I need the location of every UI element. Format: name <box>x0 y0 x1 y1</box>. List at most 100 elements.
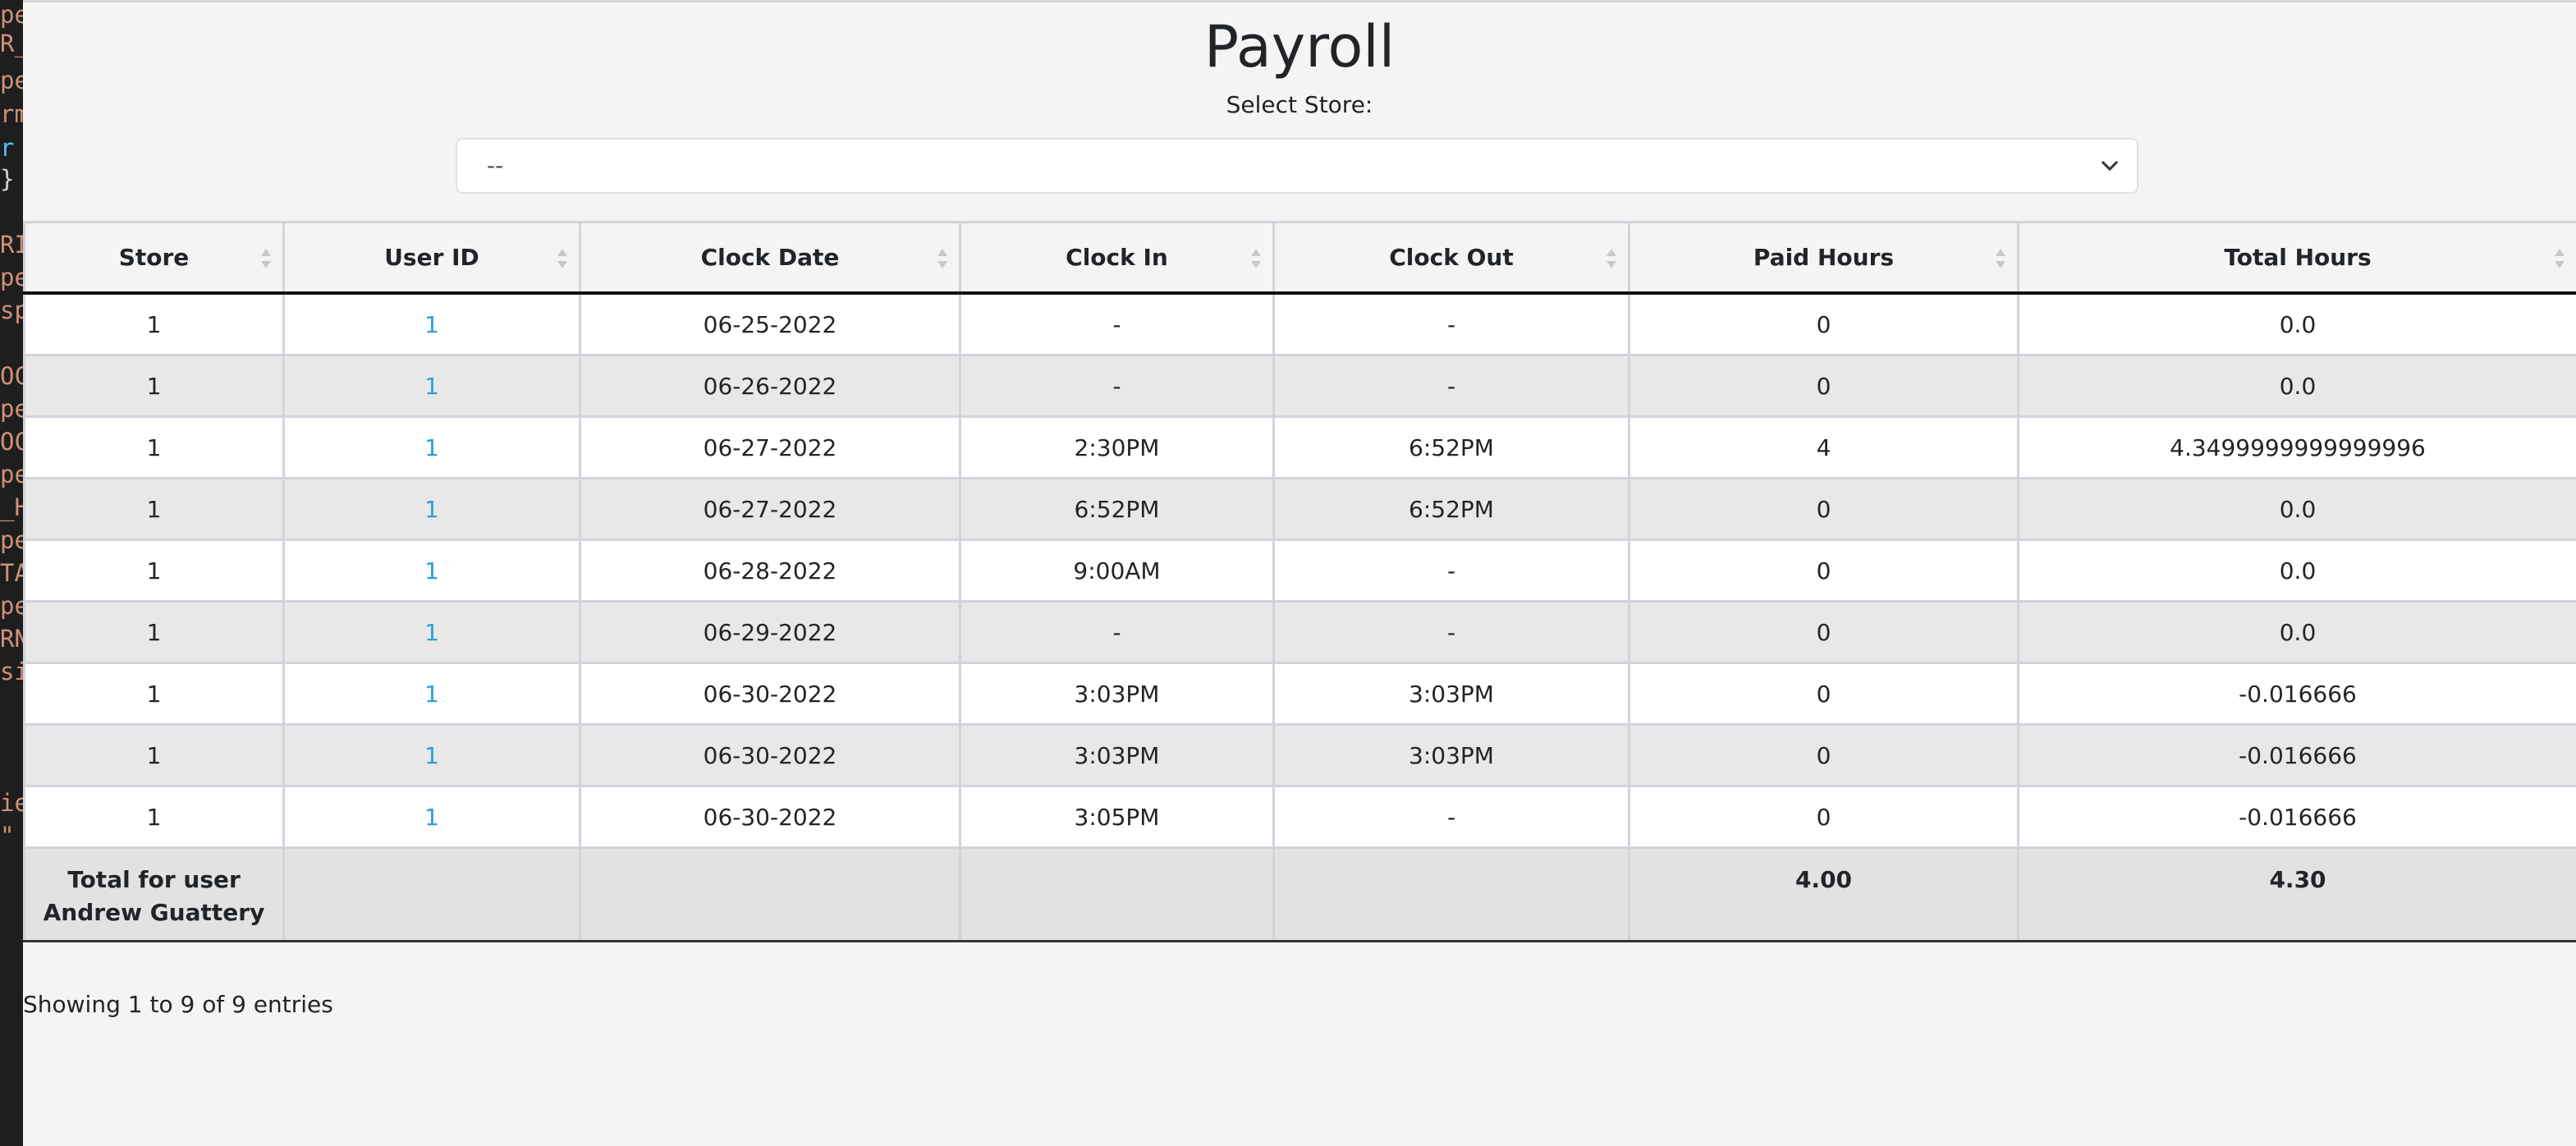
user-id-link[interactable]: 1 <box>424 310 439 338</box>
table-row: 1 1 06-30-2022 3:03PM 3:03PM 0 -0.016666 <box>23 662 2576 726</box>
column-header-label: Total Hours <box>2224 244 2372 271</box>
cell-total-hours: -0.016666 <box>2017 662 2576 726</box>
total-label-line1: Total for user <box>67 866 241 893</box>
table-header-row: Store User ID Clock Date Clock In Clock … <box>23 221 2576 295</box>
code-line: pe <box>0 66 23 94</box>
user-id-link[interactable]: 1 <box>424 680 439 708</box>
store-select[interactable]: -- <box>456 138 2138 194</box>
user-id-link[interactable]: 1 <box>424 741 439 769</box>
cell-clock-date: 06-30-2022 <box>579 723 961 787</box>
table-row: 1 1 06-30-2022 3:03PM 3:03PM 0 -0.016666 <box>23 723 2576 787</box>
cell-clock-date: 06-30-2022 <box>579 785 961 849</box>
column-header-clock-out[interactable]: Clock Out <box>1272 221 1630 295</box>
code-line: OC <box>0 428 23 456</box>
cell-total-hours: 0.0 <box>2017 600 2576 664</box>
cell-clock-date: 06-25-2022 <box>579 291 961 356</box>
code-line: RN <box>0 625 23 653</box>
table-row: 1 1 06-25-2022- -0 0.0 <box>23 291 2576 356</box>
total-cell-empty <box>282 846 581 942</box>
column-header-clock-date[interactable]: Clock Date <box>579 221 961 295</box>
column-header-clock-in[interactable]: Clock In <box>959 221 1275 295</box>
code-line: " <box>0 822 15 850</box>
column-header-store[interactable]: Store <box>23 221 285 295</box>
cell-user-id: 1 <box>282 662 581 726</box>
cell-clock-in: - <box>959 354 1275 418</box>
code-line: ie <box>0 789 23 817</box>
cell-user-id: 1 <box>282 539 581 603</box>
code-line: pe <box>0 592 23 620</box>
cell-store: 1 <box>23 354 285 418</box>
table-row: 1 1 06-30-2022 3:05PM -0 -0.016666 <box>23 785 2576 849</box>
code-line: } <box>0 165 15 193</box>
cell-clock-out: 6:52PM <box>1272 477 1630 541</box>
code-line: R_ <box>0 30 23 57</box>
total-total-hours: 4.30 <box>2017 846 2576 942</box>
total-cell-empty <box>579 846 961 942</box>
code-line: pe <box>0 1 23 29</box>
cell-clock-out: 6:52PM <box>1272 415 1630 479</box>
cell-user-id: 1 <box>282 415 581 479</box>
user-id-link[interactable]: 1 <box>424 372 439 400</box>
cell-clock-date: 06-27-2022 <box>579 415 961 479</box>
column-header-label: Clock Date <box>700 244 840 271</box>
cell-clock-date: 06-28-2022 <box>579 539 961 603</box>
cell-paid-hours: 0 <box>1628 785 2019 849</box>
cell-total-hours: -0.016666 <box>2017 785 2576 849</box>
column-header-user-id[interactable]: User ID <box>282 221 581 295</box>
cell-paid-hours: 0 <box>1628 723 2019 787</box>
sort-icon <box>1607 249 1616 268</box>
cell-paid-hours: 0 <box>1628 600 2019 664</box>
code-line: si <box>0 658 23 685</box>
cell-user-id: 1 <box>282 354 581 418</box>
cell-user-id: 1 <box>282 785 581 849</box>
code-line: pe <box>0 461 23 488</box>
column-header-total-hours[interactable]: Total Hours <box>2017 221 2576 295</box>
column-header-label: Clock Out <box>1389 244 1514 271</box>
user-id-link[interactable]: 1 <box>424 433 439 461</box>
cell-store: 1 <box>23 539 285 603</box>
cell-paid-hours: 0 <box>1628 291 2019 356</box>
cell-clock-date: 06-27-2022 <box>579 477 961 541</box>
payroll-table: Store User ID Clock Date Clock In Clock … <box>23 221 2576 942</box>
cell-clock-in: - <box>959 600 1275 664</box>
chevron-down-icon <box>2102 161 2118 171</box>
user-id-link[interactable]: 1 <box>424 495 439 523</box>
total-label: Total for user Andrew Guattery <box>23 846 285 942</box>
sort-icon <box>1251 249 1261 268</box>
column-header-label: Store <box>118 244 190 271</box>
total-paid-hours: 4.00 <box>1628 846 2019 942</box>
column-header-paid-hours[interactable]: Paid Hours <box>1628 221 2019 295</box>
code-line: _H <box>0 493 23 521</box>
cell-store: 1 <box>23 723 285 787</box>
sort-icon <box>937 249 947 268</box>
cell-store: 1 <box>23 415 285 479</box>
user-id-link[interactable]: 1 <box>424 618 439 646</box>
code-line: RI <box>0 231 23 259</box>
cell-total-hours: -0.016666 <box>2017 723 2576 787</box>
page-title: Payroll <box>1203 13 1396 80</box>
user-id-link[interactable]: 1 <box>424 803 439 831</box>
code-line: rm <box>0 100 23 128</box>
cell-clock-out: - <box>1272 785 1630 849</box>
cell-store: 1 <box>23 785 285 849</box>
store-select-label: Select Store: <box>1226 91 1373 118</box>
cell-paid-hours: 0 <box>1628 539 2019 603</box>
table-row: 1 1 06-28-2022 9:00AM -0 0.0 <box>23 539 2576 603</box>
cell-total-hours: 0.0 <box>2017 539 2576 603</box>
table-row: 1 1 06-26-2022- -0 0.0 <box>23 354 2576 418</box>
cell-store: 1 <box>23 600 285 664</box>
total-label-user: Andrew Guattery <box>43 899 265 926</box>
cell-store: 1 <box>23 477 285 541</box>
cell-clock-date: 06-30-2022 <box>579 662 961 726</box>
user-id-link[interactable]: 1 <box>424 557 439 584</box>
cell-clock-in: 6:52PM <box>959 477 1275 541</box>
total-cell-empty <box>1272 846 1630 942</box>
cell-clock-out: - <box>1272 354 1630 418</box>
cell-clock-in: 3:05PM <box>959 785 1275 849</box>
cell-user-id: 1 <box>282 291 581 356</box>
sort-icon <box>1996 249 2005 268</box>
cell-clock-out: - <box>1272 539 1630 603</box>
table-body: 1 1 06-25-2022- -0 0.0 1 1 06-26-2022- -0 0.0 1 1 06… <box>23 291 2576 849</box>
total-cell-empty <box>959 846 1275 942</box>
